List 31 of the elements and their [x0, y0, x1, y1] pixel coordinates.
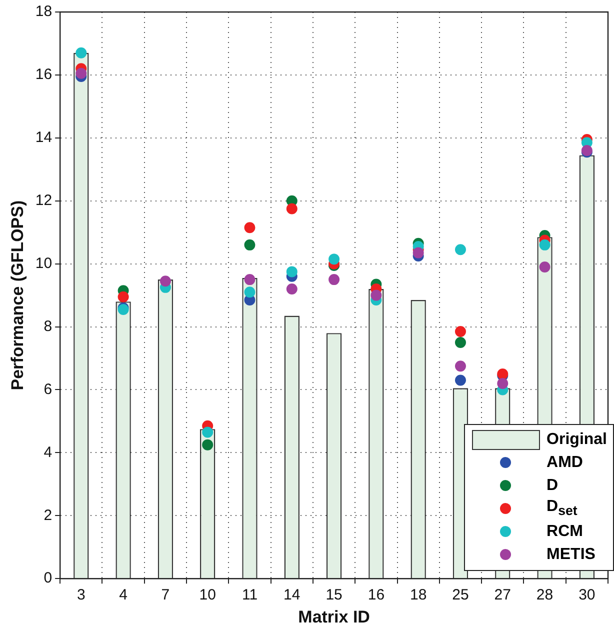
legend-label: METIS: [546, 546, 596, 564]
y-tick-label: 18: [35, 3, 52, 20]
x-axis-title: Matrix ID: [298, 607, 370, 626]
legend-label: D: [546, 476, 558, 494]
y-tick-label: 10: [35, 254, 52, 272]
y-tick-label: 8: [44, 318, 52, 335]
x-tick-label: 30: [578, 586, 596, 604]
x-tick-label: 10: [199, 586, 216, 604]
legend-label: RCM: [546, 522, 583, 540]
y-tick-label: 12: [35, 192, 52, 210]
x-tick-label: 4: [119, 586, 128, 604]
legend-label: AMD: [546, 454, 583, 472]
y-tick-label: 14: [35, 129, 52, 146]
legend-label: D$_{set}$: [546, 498, 578, 519]
legend-label: Original: [546, 430, 607, 448]
x-tick-label: 15: [326, 586, 342, 604]
x-tick-label: 27: [494, 586, 511, 604]
y-axis-title: Performance (GFLOPS): [8, 200, 27, 390]
x-tick-label: 25: [452, 586, 469, 604]
x-tick-label: 11: [242, 586, 258, 604]
y-tick-label: 4: [44, 444, 52, 461]
x-tick-label: 14: [284, 586, 300, 604]
x-tick-label: 18: [410, 586, 427, 604]
y-tick-label: 6: [44, 380, 52, 398]
x-tick-label: 7: [161, 586, 170, 604]
y-tick-label: 16: [35, 66, 52, 84]
x-tick-label: 28: [536, 586, 554, 604]
x-tick-label: 3: [76, 586, 86, 604]
y-tick-label: 0: [44, 570, 52, 587]
y-tick-label: 2: [44, 506, 52, 524]
x-tick-label: 16: [368, 586, 385, 604]
